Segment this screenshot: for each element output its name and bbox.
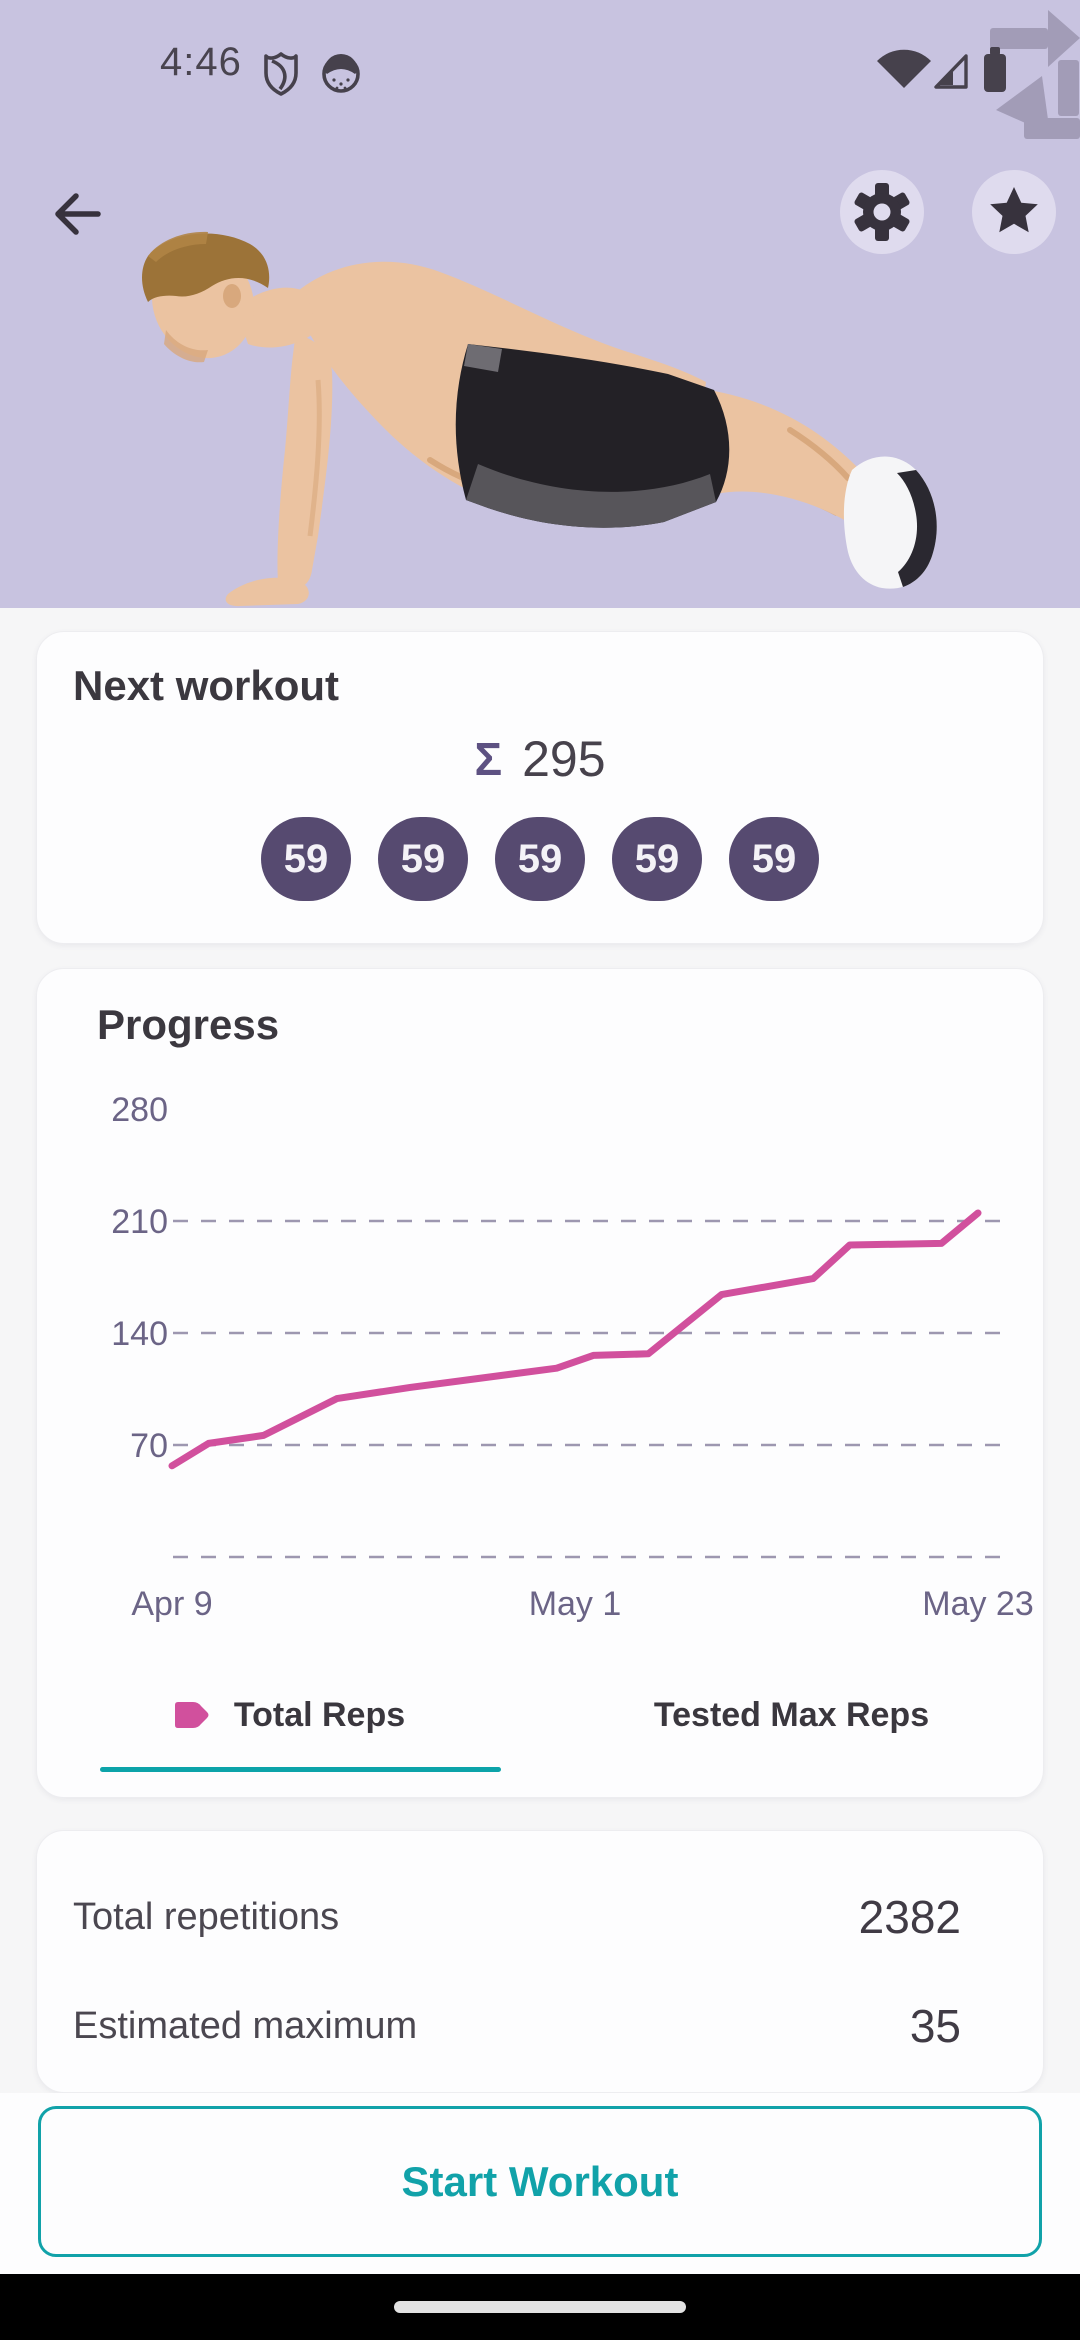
- tab-tested-max-reps[interactable]: Tested Max Reps: [540, 1681, 1043, 1749]
- y-axis-tick: 70: [130, 1427, 168, 1465]
- avatar-face-icon: [322, 54, 360, 93]
- home-indicator[interactable]: [394, 2301, 686, 2313]
- total-reps-sum: Σ 295: [37, 730, 1043, 788]
- status-bar: 4:46: [0, 0, 1080, 100]
- stat-row-total-repetitions: Total repetitions 2382: [37, 1877, 1043, 1957]
- sigma-icon: Σ: [474, 733, 503, 785]
- shield-icon: [264, 52, 298, 96]
- exercise-header: 4:46: [0, 0, 1080, 608]
- start-workout-label: Start Workout: [401, 2157, 679, 2205]
- status-clock: 4:46: [160, 40, 242, 84]
- start-workout-button[interactable]: Start Workout: [38, 2106, 1042, 2257]
- stat-label: Estimated maximum: [73, 2004, 418, 2047]
- x-axis-tick: May 1: [529, 1585, 622, 1623]
- back-arrow-icon: [55, 193, 101, 235]
- cell-signal-icon: [934, 54, 968, 89]
- next-workout-title: Next workout: [73, 662, 340, 709]
- chart-legend-tabs: Total Reps Tested Max Reps: [37, 1681, 1043, 1749]
- series-marker-icon: [174, 1702, 209, 1728]
- gear-icon: [854, 183, 910, 241]
- y-axis-tick: 280: [111, 1091, 168, 1129]
- set-pill-row: 59 59 59 59 59: [37, 817, 1043, 901]
- set-pill: 59: [729, 817, 819, 901]
- favorite-button[interactable]: [972, 170, 1056, 254]
- progress-title: Progress: [97, 1001, 280, 1048]
- stat-value: 35: [909, 2000, 961, 2052]
- tab-label: Tested Max Reps: [653, 1695, 930, 1734]
- set-pill: 59: [612, 817, 702, 901]
- series-line-total-reps: [168, 1209, 982, 1470]
- screen-rotation-button[interactable]: [984, 0, 1080, 160]
- x-axis-tick: Apr 9: [131, 1585, 212, 1623]
- set-pill: 59: [495, 817, 585, 901]
- system-navigation-bar: [0, 2274, 1080, 2340]
- set-pill: 59: [261, 817, 351, 901]
- wifi-icon: [877, 49, 931, 88]
- stat-row-estimated-maximum: Estimated maximum 35: [37, 1986, 1043, 2066]
- bottom-action-bar: Start Workout: [0, 2093, 1080, 2274]
- progress-line-chart: 280 210 140 70 Apr 9 May 1 May 23: [111, 1091, 1034, 1623]
- progress-card: Progress 280 210 140 70 Apr 9 May 1 May 23 Tot…: [36, 968, 1044, 1798]
- battery-icon: [984, 47, 1006, 92]
- stat-value: 2382: [858, 1891, 961, 1943]
- y-axis-tick: 140: [111, 1315, 168, 1353]
- tab-total-reps[interactable]: Total Reps: [37, 1681, 540, 1749]
- next-workout-card: Next workout Σ 295 59 59 59 59 59: [36, 631, 1044, 944]
- star-icon: [990, 187, 1038, 233]
- y-axis-tick: 210: [111, 1203, 168, 1241]
- back-button[interactable]: [44, 182, 108, 246]
- tab-label: Total Reps: [233, 1695, 406, 1734]
- set-pill: 59: [378, 817, 468, 901]
- active-tab-indicator: [100, 1767, 501, 1772]
- stats-card: Total repetitions 2382 Estimated maximum…: [36, 1830, 1044, 2093]
- settings-button[interactable]: [840, 170, 924, 254]
- sum-value: 295: [522, 731, 606, 787]
- stat-label: Total repetitions: [73, 1895, 340, 1938]
- pushup-illustration: [142, 231, 937, 607]
- x-axis-tick: May 23: [922, 1585, 1034, 1623]
